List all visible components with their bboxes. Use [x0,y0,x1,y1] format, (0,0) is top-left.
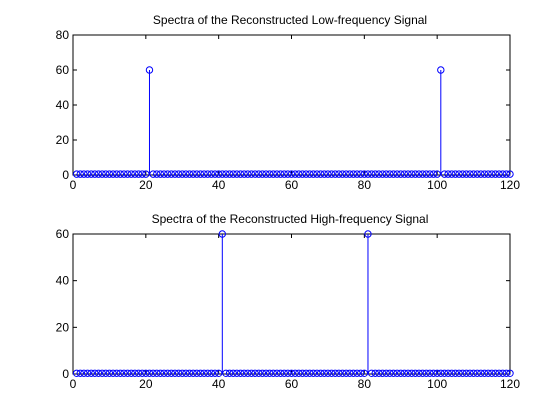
x-tick-label: 80 [358,178,372,192]
y-tick-label: 20 [56,320,70,334]
stem-marker [145,66,154,74]
x-tick-label: 60 [285,178,299,192]
y-tick-label: 60 [56,227,70,241]
y-tick-label: 80 [56,28,70,42]
x-tick-label: 20 [139,178,153,192]
stem-marker [506,170,514,178]
axes-box [72,34,511,176]
x-tick-label: 120 [500,178,520,192]
x-tick-label: 120 [500,377,520,391]
y-tick-label: 20 [56,133,70,147]
x-tick-label: 100 [427,178,447,192]
plot-low-frequency: Spectra of the Reconstructed Low-frequen… [56,13,521,192]
plot-high-frequency: Spectra of the Reconstructed High-freque… [56,212,521,391]
stem-marker [218,230,227,238]
axes-box [72,233,511,375]
x-tick-label: 20 [139,377,153,391]
y-tick-label: 60 [56,63,70,77]
x-tick-label: 80 [358,377,372,391]
plot-title: Spectra of the Reconstructed High-freque… [152,212,429,226]
y-tick-label: 40 [56,274,70,288]
y-tick-label: 40 [56,98,70,112]
x-tick-label: 40 [212,377,226,391]
x-tick-label: 40 [212,178,226,192]
y-tick-label: 0 [62,168,69,182]
x-tick-label: 100 [427,377,447,391]
x-tick-label: 0 [70,178,77,192]
stem-marker [506,369,514,377]
stem-marker [364,230,372,238]
stem-marker [437,66,445,74]
x-tick-label: 0 [70,377,77,391]
x-tick-label: 60 [285,377,299,391]
y-tick-label: 0 [62,367,69,381]
plot-title: Spectra of the Reconstructed Low-frequen… [153,13,427,27]
